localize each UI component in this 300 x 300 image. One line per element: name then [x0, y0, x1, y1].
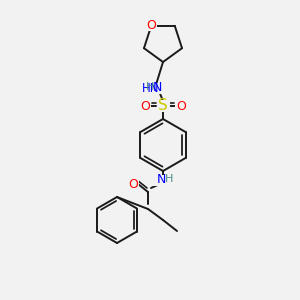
- Bar: [145, 21, 157, 31]
- Bar: [157, 100, 169, 112]
- Bar: [152, 175, 174, 185]
- Text: O: O: [140, 100, 150, 112]
- Text: N: N: [156, 173, 166, 186]
- Text: O: O: [128, 178, 138, 190]
- Text: H: H: [165, 175, 173, 184]
- Bar: [127, 179, 139, 189]
- Text: S: S: [158, 98, 168, 113]
- Text: N: N: [152, 81, 162, 94]
- Text: O: O: [176, 100, 186, 112]
- Bar: [144, 82, 166, 94]
- Bar: [175, 101, 187, 111]
- Bar: [145, 83, 165, 93]
- Text: O: O: [146, 19, 156, 32]
- Text: H: H: [146, 82, 154, 92]
- Text: HN: HN: [142, 82, 160, 94]
- Bar: [139, 101, 151, 111]
